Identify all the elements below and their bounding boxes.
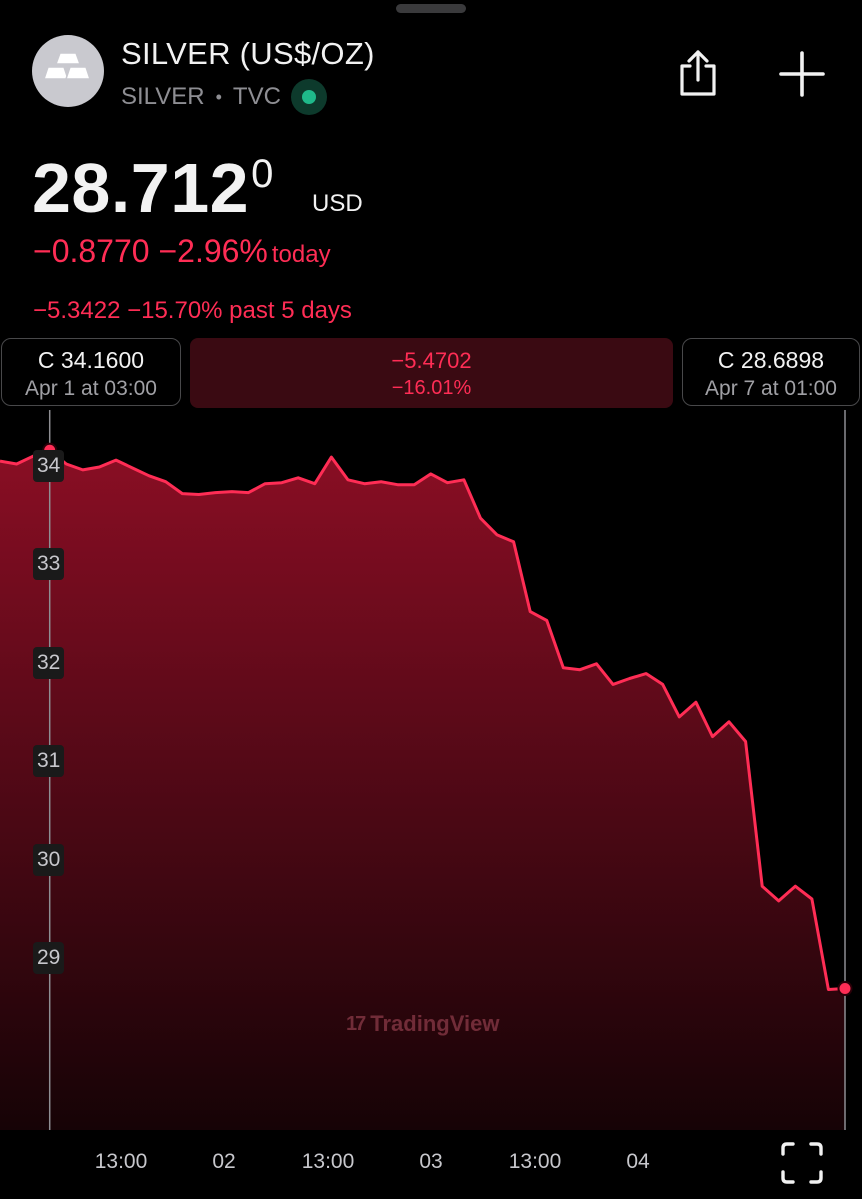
y-axis-tick-label: 30 <box>33 843 65 876</box>
symbol-subtitle: SILVER • TVC <box>121 79 327 115</box>
subtitle-separator: • <box>215 86 222 107</box>
range-difference-value: −5.4702 <box>391 348 472 373</box>
price-line <box>0 448 846 991</box>
x-axis-tick-label: 13:00 <box>508 1150 562 1173</box>
today-change-value: −0.8770 −2.96% <box>33 233 268 269</box>
x-axis-tick-label: 13:00 <box>94 1150 148 1173</box>
price-superscript: 0 <box>251 152 274 196</box>
last-price: 28.7120 <box>32 148 274 228</box>
x-axis-tick-label: 04 <box>626 1150 650 1173</box>
y-axis-tick-label: 32 <box>33 646 65 679</box>
x-axis-tick-label: 03 <box>419 1150 443 1173</box>
tradingview-watermark: 17 TradingView <box>346 1011 499 1037</box>
plus-icon <box>776 51 828 104</box>
tradingview-watermark-text: TradingView <box>370 1011 500 1036</box>
fullscreen-icon <box>780 1142 824 1189</box>
tradingview-logo-icon: 17 <box>346 1012 366 1035</box>
symbol-avatar <box>32 35 104 107</box>
range-difference-percent: −16.01% <box>391 377 472 399</box>
share-button[interactable] <box>672 46 724 100</box>
range-end-point[interactable] <box>837 981 853 997</box>
range-end-time: Apr 7 at 01:00 <box>705 377 837 400</box>
y-axis-tick-label: 33 <box>33 548 65 581</box>
price-main: 28.712 <box>32 149 250 227</box>
range-start-close: C 34.1600 <box>37 347 145 373</box>
y-axis-tick-label: 31 <box>33 745 65 778</box>
price-chart[interactable] <box>0 410 862 1150</box>
exchange-name: TVC <box>232 83 281 110</box>
x-axis-tick-label: 13:00 <box>301 1150 355 1173</box>
price-currency: USD <box>312 190 363 217</box>
five-day-change: −5.3422 −15.70% past 5 days <box>33 297 352 324</box>
range-end-box[interactable]: C 28.6898 Apr 7 at 01:00 <box>682 338 860 406</box>
share-icon <box>672 50 724 104</box>
y-axis-tick-label: 34 <box>33 450 65 482</box>
fullscreen-button[interactable] <box>780 1141 824 1185</box>
range-end-close: C 28.6898 <box>717 347 825 373</box>
x-axis-tick-label: 02 <box>212 1150 236 1173</box>
range-difference-box: −5.4702 −16.01% <box>190 338 673 408</box>
add-to-watchlist-button[interactable] <box>776 48 828 100</box>
market-status-indicator <box>290 79 327 115</box>
y-axis-tick-label: 29 <box>33 942 65 974</box>
price-area-fill <box>0 450 845 1130</box>
today-change-suffix: today <box>271 241 331 268</box>
sheet-grab-handle[interactable] <box>396 4 466 13</box>
today-change: −0.8770 −2.96% today <box>33 233 331 270</box>
range-start-box[interactable]: C 34.1600 Apr 1 at 03:00 <box>1 338 181 406</box>
symbol-title: SILVER (US$/OZ) <box>121 36 375 71</box>
silver-bars-icon <box>42 49 92 94</box>
range-start-time: Apr 1 at 03:00 <box>25 377 157 400</box>
symbol-code: SILVER <box>121 83 205 110</box>
